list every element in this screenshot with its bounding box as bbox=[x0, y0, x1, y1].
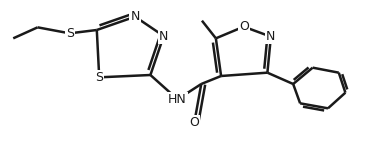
Text: O: O bbox=[189, 116, 199, 129]
Text: S: S bbox=[65, 27, 74, 40]
Text: HN: HN bbox=[168, 93, 187, 106]
Text: N: N bbox=[159, 30, 169, 43]
Text: O: O bbox=[239, 20, 249, 33]
Text: S: S bbox=[95, 71, 103, 84]
Text: N: N bbox=[130, 10, 140, 23]
Text: N: N bbox=[266, 30, 276, 43]
